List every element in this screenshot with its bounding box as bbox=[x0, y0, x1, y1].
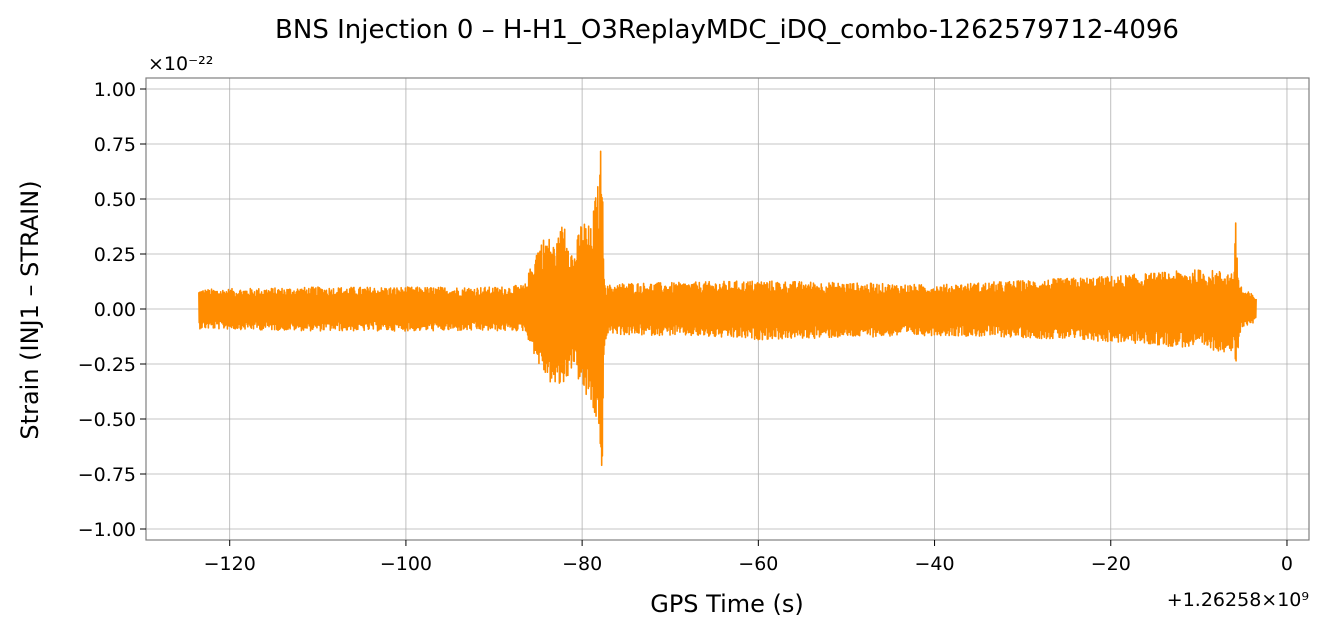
y-tick-label: −1.00 bbox=[78, 519, 136, 541]
y-tick-label: 0.00 bbox=[94, 299, 136, 321]
x-offset-label: +1.26258×10⁹ bbox=[1167, 589, 1309, 611]
x-axis-label: GPS Time (s) bbox=[650, 590, 804, 618]
x-tick-label: −100 bbox=[380, 553, 432, 575]
strain-series-line bbox=[198, 150, 1257, 467]
y-tick-label: 0.50 bbox=[94, 189, 136, 211]
y-tick-label: −0.75 bbox=[78, 464, 136, 486]
x-tick-label: −80 bbox=[562, 553, 602, 575]
y-scale-label: ×10⁻²² bbox=[148, 53, 213, 75]
strain-trace bbox=[198, 150, 1257, 467]
y-tick-label: −0.50 bbox=[78, 409, 136, 431]
y-tick-label: 0.25 bbox=[94, 244, 136, 266]
x-tick-label: 0 bbox=[1281, 553, 1293, 575]
y-axis-label: Strain (INJ1 – STRAIN) bbox=[16, 180, 44, 439]
chart-title: BNS Injection 0 – H-H1_O3ReplayMDC_iDQ_c… bbox=[275, 15, 1179, 45]
x-axis-ticks: −120 −100 −80 −60 −40 −20 0 bbox=[204, 540, 1293, 575]
x-tick-label: −40 bbox=[914, 553, 954, 575]
x-tick-label: −60 bbox=[738, 553, 778, 575]
y-tick-label: −0.25 bbox=[78, 354, 136, 376]
y-tick-label: 0.75 bbox=[94, 134, 136, 156]
x-tick-label: −20 bbox=[1091, 553, 1131, 575]
y-axis-ticks: −1.00 −0.75 −0.50 −0.25 0.00 0.25 0.50 0.75 1.00 bbox=[78, 79, 146, 541]
x-tick-label: −120 bbox=[204, 553, 256, 575]
y-tick-label: 1.00 bbox=[94, 79, 136, 101]
